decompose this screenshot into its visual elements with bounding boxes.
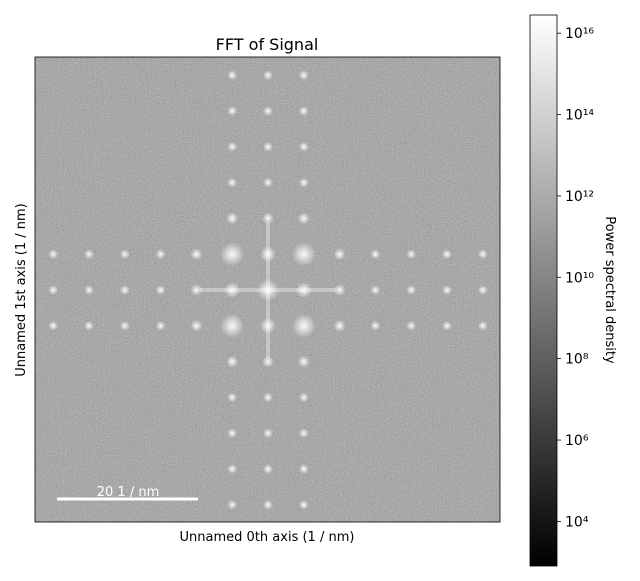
spot: [291, 242, 316, 267]
spot: [84, 320, 94, 331]
spot: [298, 428, 309, 439]
spot: [257, 279, 279, 301]
spot: [297, 212, 310, 225]
spot: [48, 320, 59, 331]
spot: [442, 285, 452, 295]
colorbar-label: Power spectral density: [602, 216, 617, 364]
spot: [370, 285, 381, 295]
spots: [48, 70, 488, 510]
spot: [298, 392, 309, 403]
spot: [227, 464, 238, 474]
spot: [226, 355, 239, 368]
spot: [48, 249, 59, 260]
spot: [190, 319, 203, 332]
spot: [477, 285, 488, 295]
spot: [442, 320, 452, 331]
spot: [190, 284, 203, 296]
colorbar-tick-label: 10¹⁶: [565, 26, 594, 42]
spot: [260, 317, 276, 334]
spot: [227, 177, 238, 188]
spot: [370, 320, 381, 331]
spot: [333, 319, 346, 332]
spot: [477, 249, 488, 260]
spot: [263, 464, 273, 474]
spot: [295, 282, 312, 298]
colorbar-tick-label: 10¹⁴: [565, 108, 594, 124]
spot: [119, 249, 130, 260]
spot: [333, 284, 346, 296]
spot: [227, 499, 238, 510]
image-frame: [34, 56, 501, 523]
spot: [155, 249, 166, 260]
spot: [406, 285, 417, 295]
spot: [220, 242, 245, 267]
spot: [226, 212, 239, 225]
spot: [298, 106, 309, 116]
spot: [227, 428, 238, 439]
spot: [263, 177, 273, 188]
colorbar: [529, 14, 558, 567]
colorbar-tick-label: 10⁸: [565, 352, 589, 368]
spot: [263, 428, 273, 439]
spot: [263, 70, 273, 81]
spot: [119, 285, 130, 295]
colorbar-tick-label: 10¹²: [565, 189, 594, 205]
spot: [263, 392, 273, 403]
spot: [406, 249, 417, 260]
spot: [260, 246, 276, 263]
spot: [298, 499, 309, 510]
spot: [298, 70, 309, 81]
spot: [84, 249, 94, 260]
spot: [262, 212, 274, 225]
colorbar-tick-label: 10⁶: [565, 433, 589, 449]
spot: [227, 106, 238, 116]
spot: [48, 285, 59, 295]
spot: [155, 285, 166, 295]
spot: [227, 70, 238, 81]
colorbar-tick-label: 10¹⁰: [565, 270, 594, 286]
spot: [190, 248, 203, 261]
spot: [263, 106, 273, 116]
spot: [224, 282, 241, 298]
spot: [298, 141, 309, 152]
y-axis-label: Unnamed 1st axis (1 / nm): [14, 203, 29, 376]
spot: [297, 355, 310, 368]
spot: [477, 320, 488, 331]
spot: [84, 285, 94, 295]
spot: [406, 320, 417, 331]
spot: [370, 249, 381, 260]
spot: [155, 320, 166, 331]
colorbar-tick-label: 10⁴: [565, 514, 589, 530]
spot: [291, 313, 316, 338]
spot: [262, 355, 274, 368]
spot: [227, 141, 238, 152]
spot: [263, 499, 273, 510]
spot: [119, 320, 130, 331]
chart-title: FFT of Signal: [216, 35, 319, 54]
spot: [298, 464, 309, 474]
spot: [263, 141, 273, 152]
spot: [298, 177, 309, 188]
spot: [220, 313, 245, 338]
spot: [442, 249, 452, 260]
spot: [227, 392, 238, 403]
x-axis-label: Unnamed 0th axis (1 / nm): [180, 530, 355, 545]
spot: [333, 248, 346, 261]
scalebar-label: 20 1 / nm: [97, 485, 160, 500]
